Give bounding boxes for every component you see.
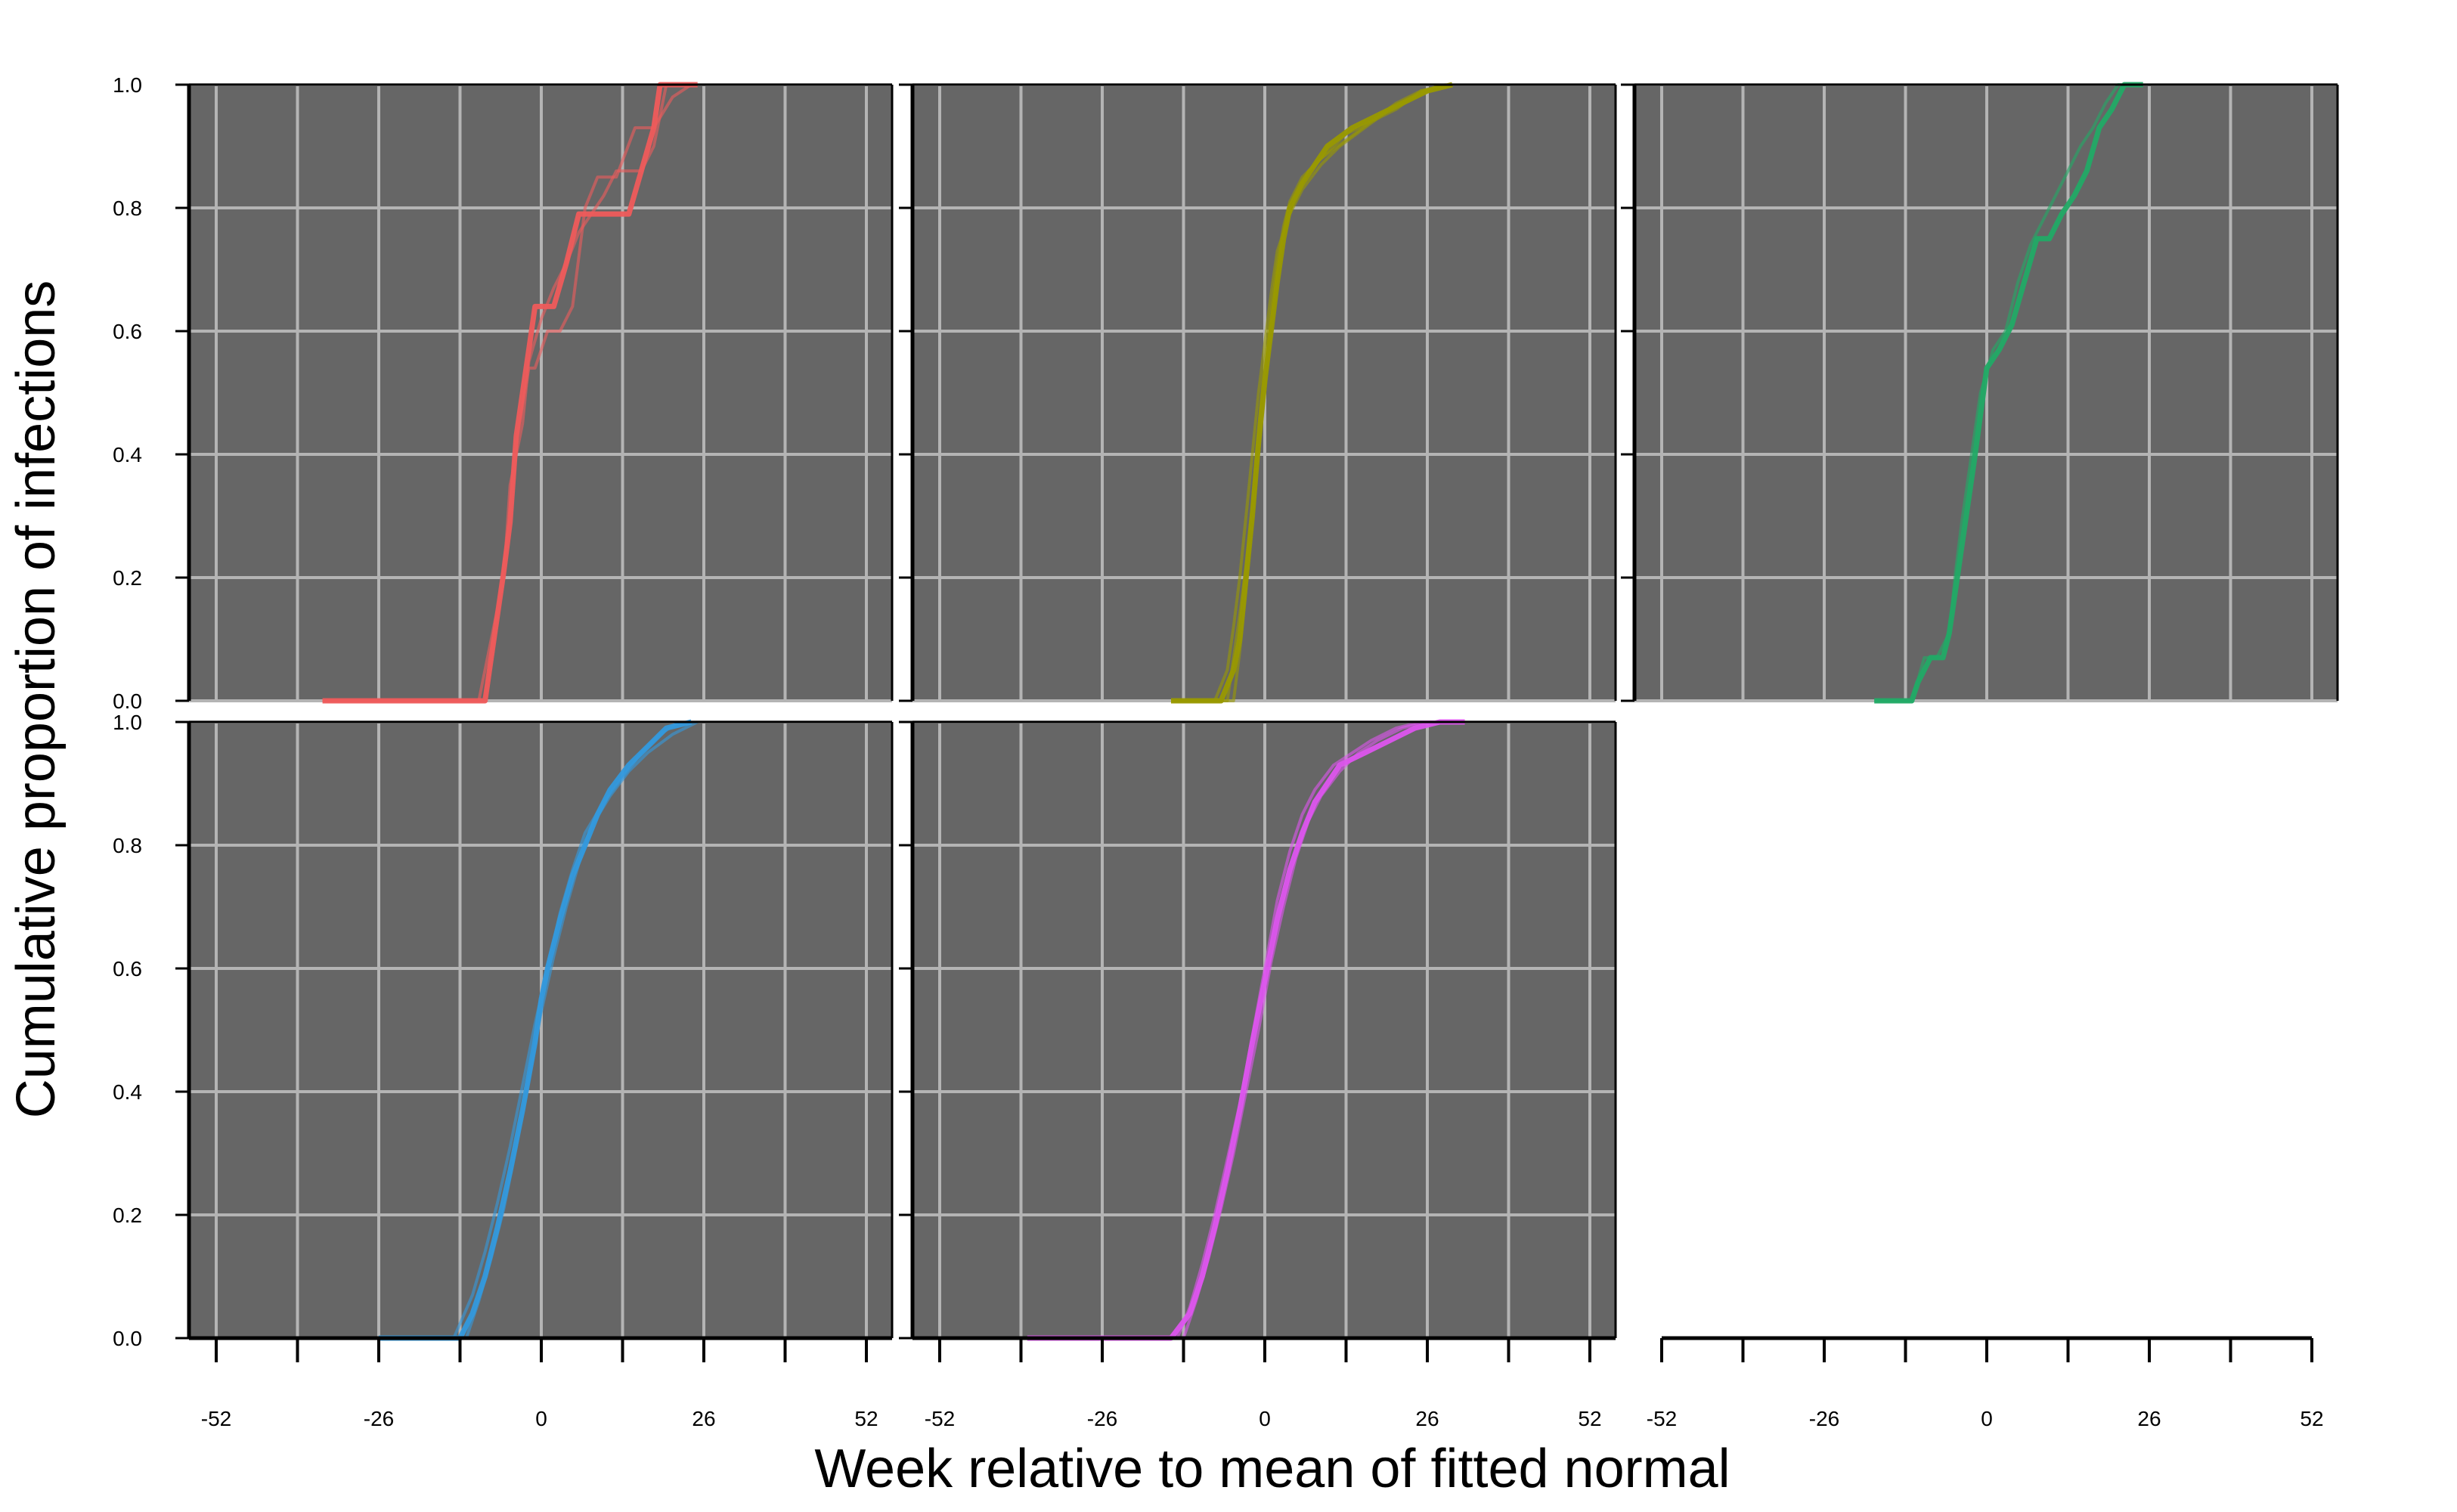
x-tick-label: -52 bbox=[1647, 1407, 1677, 1430]
panels-layer: 0.00.20.40.60.81.00.00.20.40.60.81.0 bbox=[113, 73, 2339, 1350]
panel-2 bbox=[899, 82, 1617, 704]
series-line bbox=[1874, 82, 2143, 704]
y-tick-label: 0.0 bbox=[113, 689, 142, 713]
panel-1: 0.0 0.2 0.4 0.6 0.8 1.0 bbox=[113, 73, 894, 713]
series-line bbox=[322, 83, 692, 702]
y-tick-label: 0.8 bbox=[113, 834, 142, 857]
x-tick-label: 0 bbox=[1981, 1407, 1993, 1430]
x-tick-label: -52 bbox=[201, 1407, 231, 1430]
y-axis-title: Cumulative proportion of infections bbox=[6, 280, 67, 1119]
panel-3 bbox=[1621, 82, 2339, 704]
series-line bbox=[1171, 83, 1441, 702]
y-tick-label: 0.2 bbox=[113, 1204, 142, 1227]
y-tick-label: 0.4 bbox=[113, 443, 142, 466]
series-group bbox=[1874, 82, 2143, 704]
panel-4: 0.0 0.2 0.4 0.6 0.8 1.0 bbox=[113, 711, 894, 1350]
series-line bbox=[1027, 720, 1453, 1340]
series-group bbox=[322, 82, 698, 704]
x-tick-label: 26 bbox=[2137, 1407, 2161, 1430]
y-tick-label: 0.2 bbox=[113, 566, 142, 590]
x-axis-3: -52 -26 0 26 52 bbox=[1647, 1336, 2324, 1430]
x-tick-label: -26 bbox=[364, 1407, 394, 1430]
x-tick-label: 0 bbox=[1259, 1407, 1271, 1430]
series-group bbox=[379, 719, 699, 1341]
series-line bbox=[1874, 83, 2137, 702]
x-tick-label: -26 bbox=[1809, 1407, 1839, 1430]
series-line bbox=[379, 720, 680, 1340]
series-group bbox=[1171, 82, 1453, 704]
series-line bbox=[1027, 720, 1453, 1340]
series-line bbox=[379, 720, 699, 1340]
x-tick-label: 52 bbox=[1578, 1407, 1601, 1430]
x-tick-label: 52 bbox=[854, 1407, 878, 1430]
x-tick-label: -52 bbox=[925, 1407, 955, 1430]
y-tick-label: 0.6 bbox=[113, 320, 142, 343]
y-tick-label: 0.8 bbox=[113, 197, 142, 220]
x-tick-label: -26 bbox=[1087, 1407, 1117, 1430]
x-tick-label: 26 bbox=[1415, 1407, 1439, 1430]
y-tick-label: 1.0 bbox=[113, 73, 142, 97]
y-tick-label: 1.0 bbox=[113, 711, 142, 734]
x-tick-label: 52 bbox=[2300, 1407, 2323, 1430]
x-axis-2: -52 -26 0 26 52 bbox=[912, 1336, 1616, 1430]
panel-5 bbox=[899, 719, 1617, 1341]
y-tick-label: 0.0 bbox=[113, 1327, 142, 1350]
x-tick-label: 0 bbox=[535, 1407, 547, 1430]
series-group bbox=[1027, 719, 1465, 1341]
axes-layer: -52 -26 0 26 52 -52 -26 0 26 52 -52 -26 0 26 52 bbox=[189, 1336, 2324, 1430]
y-tick-label: 0.6 bbox=[113, 957, 142, 981]
x-axis-title: Week relative to mean of fitted normal bbox=[814, 1439, 1730, 1499]
series-line bbox=[1171, 83, 1453, 702]
x-axis-1: -52 -26 0 26 52 bbox=[189, 1336, 892, 1430]
y-tick-label: 0.4 bbox=[113, 1080, 142, 1104]
x-tick-label: 26 bbox=[692, 1407, 715, 1430]
